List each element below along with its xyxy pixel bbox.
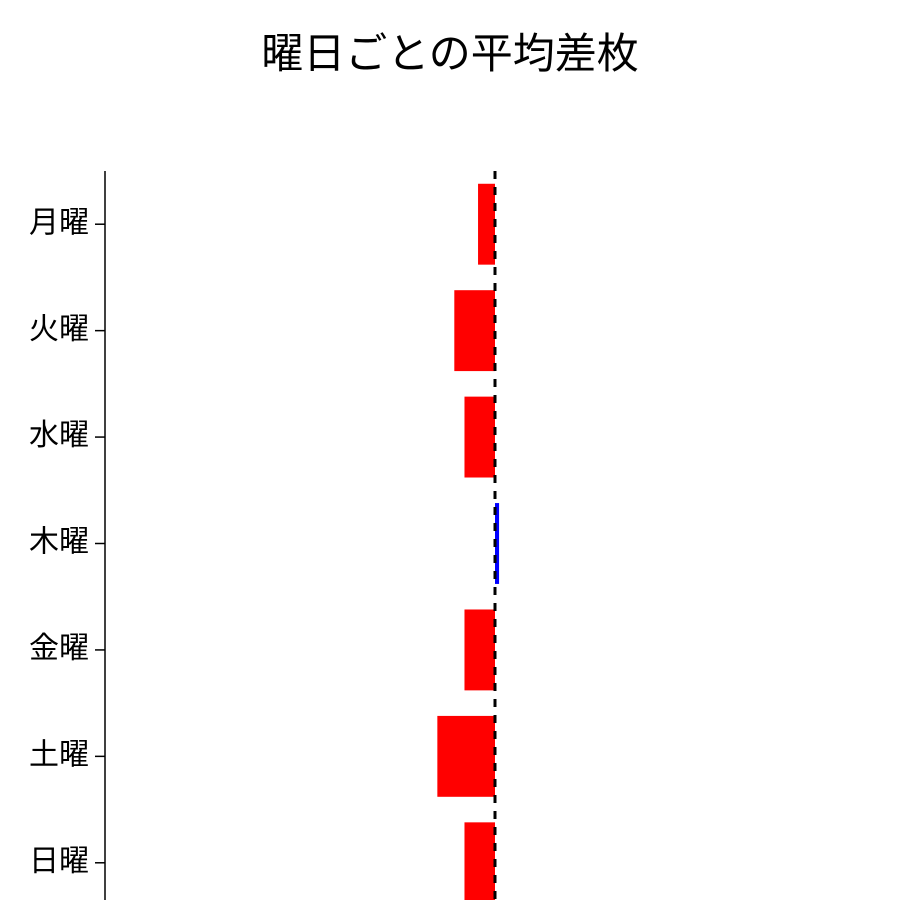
y-tick-label: 日曜	[29, 836, 89, 880]
bar	[464, 609, 495, 690]
y-tick-label: 金曜	[29, 623, 89, 667]
chart-title: 曜日ごとの平均差枚	[0, 0, 900, 81]
bar	[478, 184, 495, 265]
y-tick-label: 月曜	[29, 197, 89, 241]
y-tick-label: 水曜	[29, 410, 89, 454]
y-tick-label: 木曜	[29, 517, 89, 561]
bar	[437, 716, 495, 797]
bar	[464, 822, 495, 900]
bar	[454, 290, 495, 371]
y-tick-label: 火曜	[29, 304, 89, 348]
y-tick-label: 土曜	[29, 729, 89, 773]
bar	[464, 397, 495, 478]
bar-chart-svg: 月曜火曜水曜木曜金曜土曜日曜-500-2500250500	[0, 81, 900, 900]
